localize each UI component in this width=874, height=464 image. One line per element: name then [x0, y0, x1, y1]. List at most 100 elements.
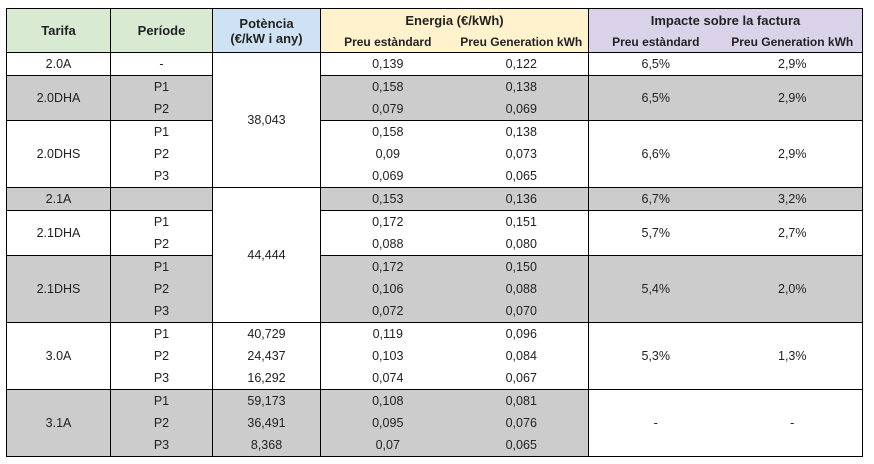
- cell-impacte-std: 5,7%: [588, 210, 723, 256]
- cell-potencia: 40,729: [212, 322, 321, 345]
- cell-periode: P2: [110, 98, 213, 121]
- cell-periode: P2: [110, 143, 213, 165]
- cell-periode: P2: [110, 412, 213, 434]
- cell-potencia-merged: 44,444: [212, 187, 321, 323]
- cell-energia-gen: 0,067: [454, 367, 589, 390]
- cell-energia-gen: 0,150: [454, 255, 589, 278]
- cell-energia-std: 0,119: [320, 322, 455, 345]
- table-row: 2.0DHA P1 0,158 0,138 6,5% 2,9%: [6, 75, 863, 121]
- cell-impacte-gen: 2,9%: [722, 52, 863, 76]
- cell-periode: P2: [110, 233, 213, 256]
- cell-periode: P1: [110, 322, 213, 345]
- cell-energia-gen: 0,076: [454, 412, 589, 434]
- cell-impacte-gen: 3,2%: [722, 187, 863, 211]
- cell-impacte-std: 6,5%: [588, 52, 723, 76]
- cell-energia-gen: 0,069: [454, 98, 589, 121]
- table-row: 2.1A 44,444 0,153 0,136 6,7% 3,2%: [6, 187, 863, 323]
- table-row: P3 0,069 0,065: [7, 165, 863, 188]
- cell-impacte-gen: 2,7%: [722, 210, 863, 256]
- cell-energia-std: 0,09: [320, 143, 455, 165]
- cell-potencia: 16,292: [212, 367, 321, 390]
- cell-tarifa: 3.0A: [6, 322, 111, 390]
- header-energia-preu-estandard: Preu estàndard: [320, 31, 455, 53]
- table-row: P2 0,09 0,073: [7, 143, 863, 165]
- cell-tarifa: 3.1A: [6, 389, 111, 457]
- cell-energia-gen: 0,065: [454, 434, 589, 457]
- cell-energia-gen: 0,084: [454, 345, 589, 367]
- cell-tarifa: 2.1A: [6, 187, 111, 211]
- cell-impacte-gen: 2,9%: [722, 75, 863, 121]
- cell-energia-gen: 0,138: [454, 120, 589, 143]
- cell-potencia: 59,173: [212, 389, 321, 412]
- cell-energia-std: 0,07: [320, 434, 455, 457]
- cell-periode: P2: [110, 345, 213, 367]
- cell-periode: P1: [110, 120, 213, 143]
- cell-energia-std: 0,074: [320, 367, 455, 390]
- cell-impacte-std: 6,7%: [588, 187, 723, 211]
- cell-energia-gen: 0,065: [454, 165, 589, 188]
- cell-energia-std: 0,088: [320, 233, 455, 256]
- cell-energia-std: 0,158: [320, 120, 455, 143]
- table-row: P2 24,437 0,103 0,084: [7, 345, 863, 367]
- cell-impacte-std: 6,5%: [588, 75, 723, 121]
- cell-tarifa: 2.0DHA: [6, 75, 111, 121]
- cell-periode: P1: [110, 255, 213, 278]
- cell-periode: P1: [110, 389, 213, 412]
- cell-energia-std: 0,095: [320, 412, 455, 434]
- cell-tarifa: 2.0DHS: [6, 120, 111, 188]
- cell-energia-gen: 0,080: [454, 233, 589, 256]
- cell-energia-gen: 0,088: [454, 278, 589, 300]
- cell-impacte-gen: -: [722, 389, 863, 457]
- cell-periode: P3: [110, 165, 213, 188]
- cell-energia-std: 0,072: [320, 300, 455, 323]
- cell-periode: -: [110, 52, 213, 76]
- table-row: 2.0A - 38,043 0,139 0,122 6,5% 2,9%: [6, 52, 863, 188]
- cell-periode: P1: [110, 75, 213, 98]
- cell-energia-gen: 0,122: [454, 52, 589, 76]
- cell-periode: P2: [110, 278, 213, 300]
- cell-impacte-std: 5,4%: [588, 255, 723, 323]
- header-periode: Període: [110, 8, 213, 53]
- header-impacte-preu-estandard: Preu estàndard: [588, 31, 723, 53]
- cell-periode: P3: [110, 367, 213, 390]
- table-row: P3 16,292 0,074 0,067: [7, 367, 863, 390]
- table-row: 3.1A P1 59,173 0,108 0,081 - -: [6, 389, 863, 457]
- cell-potencia-merged: 38,043: [212, 52, 321, 188]
- cell-energia-std: 0,172: [320, 210, 455, 233]
- cell-energia-gen: 0,081: [454, 389, 589, 412]
- cell-impacte-std: 5,3%: [588, 322, 723, 390]
- cell-energia-std: 0,158: [320, 75, 455, 98]
- cell-potencia: 36,491: [212, 412, 321, 434]
- cell-periode: P3: [110, 434, 213, 457]
- cell-energia-gen: 0,151: [454, 210, 589, 233]
- header-energia: Energia (€/kWh): [320, 8, 589, 31]
- cell-tarifa: 2.1DHS: [6, 255, 111, 323]
- tariff-table: Tarifa Període Potència (€/kW i any) Ene…: [6, 8, 863, 457]
- cell-impacte-std: 6,6%: [588, 120, 723, 188]
- cell-potencia: 8,368: [212, 434, 321, 457]
- cell-tarifa: 2.1DHA: [6, 210, 111, 256]
- table-row: P2 0,106 0,088: [7, 278, 863, 300]
- header-impacte: Impacte sobre la factura: [588, 8, 863, 31]
- cell-energia-std: 0,103: [320, 345, 455, 367]
- table-row: 2.1DHS P1 0,172 0,150 5,4% 2,0%: [6, 255, 863, 323]
- cell-periode: P1: [110, 210, 213, 233]
- header-potencia-line1: Potència: [239, 15, 294, 31]
- cell-tarifa: 2.0A: [6, 52, 111, 76]
- header-potencia-line2: (€/kW i any): [230, 30, 303, 46]
- cell-energia-gen: 0,070: [454, 300, 589, 323]
- cell-periode: P3: [110, 300, 213, 323]
- cell-energia-gen: 0,096: [454, 322, 589, 345]
- header-impacte-preu-generation: Preu Generation kWh: [722, 31, 863, 53]
- header-tarifa: Tarifa: [6, 8, 111, 53]
- cell-impacte-std: -: [588, 389, 723, 457]
- table-row: 2.0DHS P1 0,158 0,138 6,6% 2,9%: [6, 120, 863, 188]
- cell-energia-std: 0,108: [320, 389, 455, 412]
- tariff-table-container: Tarifa Període Potència (€/kW i any) Ene…: [6, 8, 863, 457]
- cell-energia-gen: 0,138: [454, 75, 589, 98]
- header-potencia: Potència (€/kW i any): [212, 8, 321, 53]
- cell-periode: [110, 187, 213, 211]
- table-row: P2 0,088 0,080: [7, 233, 863, 256]
- cell-energia-std: 0,106: [320, 278, 455, 300]
- cell-energia-gen: 0,136: [454, 187, 589, 211]
